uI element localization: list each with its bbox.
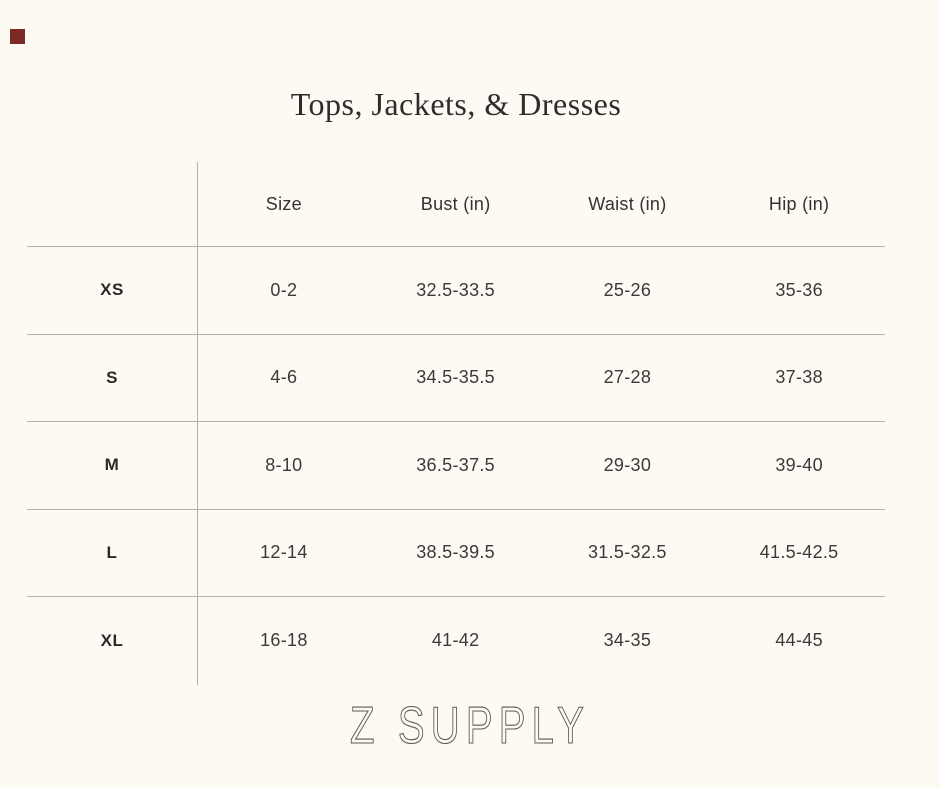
cell-waist: 29-30 <box>603 454 652 475</box>
cell-bust: 38.5-39.5 <box>416 542 495 563</box>
cell-hip: 44-45 <box>775 630 823 651</box>
cell-bust: 41-42 <box>431 630 480 651</box>
column-header-size: Size <box>265 193 302 214</box>
cell-bust: 34.5-35.5 <box>416 367 495 388</box>
cell-size: 0-2 <box>270 279 298 300</box>
cell-waist: 27-28 <box>603 367 652 388</box>
column-header-hip: Hip (in) <box>768 193 830 214</box>
cell-waist: 25-26 <box>603 279 652 300</box>
size-table: Size Bust (in) Waist (in) Hip (in) XS 0-… <box>27 162 885 685</box>
row-label: XL <box>27 597 198 685</box>
column-header-bust: Bust (in) <box>420 193 491 214</box>
size-chart-title: Tops, Jackets, & Dresses <box>290 86 622 122</box>
cell-hip: 35-36 <box>775 279 823 300</box>
table-row-xs: XS 0-2 32.5-33.5 25-26 35-36 <box>27 247 885 335</box>
brand-footer: Z SUPPLY <box>0 690 940 770</box>
cell-size: 16-18 <box>260 630 308 651</box>
red-annotation-marker <box>10 29 25 44</box>
corner-cell <box>27 162 198 246</box>
cell-hip: 39-40 <box>775 454 823 475</box>
brand-logo-svg: Z SUPPLY <box>349 696 590 755</box>
row-label: XS <box>27 247 198 334</box>
cell-size: 8-10 <box>265 454 303 475</box>
cell-waist: 31.5-32.5 <box>587 542 667 563</box>
brand-logo: Z SUPPLY <box>350 697 590 755</box>
table-header-row: Size Bust (in) Waist (in) Hip (in) <box>27 162 885 247</box>
row-label: S <box>27 334 198 421</box>
row-label: M <box>27 422 198 509</box>
cell-bust: 36.5-37.5 <box>416 454 495 475</box>
table-row-l: L 12-14 38.5-39.5 31.5-32.5 41.5-42.5 <box>27 509 885 597</box>
row-label: L <box>27 509 198 596</box>
table-row-m: M 8-10 36.5-37.5 29-30 39-40 <box>27 422 885 510</box>
cell-hip: 37-38 <box>775 367 823 388</box>
table-row-s: S 4-6 34.5-35.5 27-28 37-38 <box>27 334 885 422</box>
cell-bust: 32.5-33.5 <box>416 279 495 300</box>
column-header-waist: Waist (in) <box>588 193 667 214</box>
cell-size: 12-14 <box>260 542 308 563</box>
cell-waist: 34-35 <box>603 630 652 651</box>
table-row-xl: XL 16-18 41-42 34-35 44-45 <box>27 597 885 685</box>
cell-hip: 41.5-42.5 <box>759 542 839 563</box>
cell-size: 4-6 <box>270 367 298 388</box>
